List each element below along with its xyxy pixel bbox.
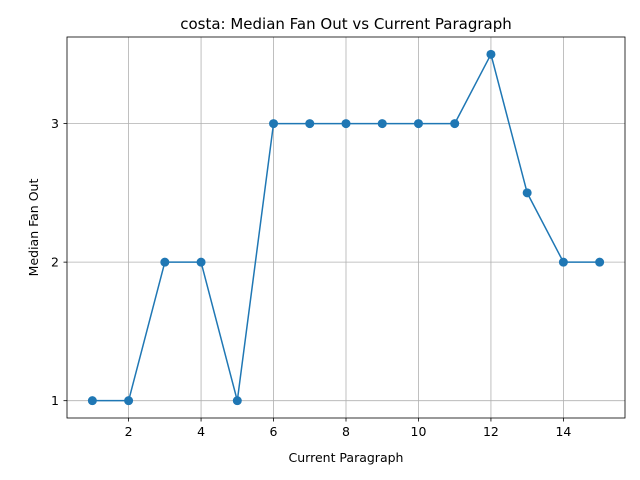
data-point	[377, 119, 387, 129]
data-point	[196, 257, 206, 267]
data-point	[413, 119, 423, 129]
x-tick-label: 10	[411, 424, 427, 439]
x-tick-label: 8	[342, 424, 350, 439]
plot-area	[87, 49, 605, 406]
data-point	[486, 49, 496, 59]
x-tick-label: 2	[125, 424, 133, 439]
data-point	[305, 119, 315, 129]
chart-title: costa: Median Fan Out vs Current Paragra…	[180, 15, 512, 33]
y-tick-label: 3	[51, 116, 59, 131]
x-tick-label: 6	[270, 424, 278, 439]
x-tick-label: 14	[555, 424, 571, 439]
y-tick-label: 1	[51, 393, 59, 408]
data-point	[522, 188, 532, 198]
data-point	[450, 119, 460, 129]
x-tick-label: 12	[483, 424, 499, 439]
data-point	[124, 396, 134, 406]
x-tick-label: 4	[197, 424, 205, 439]
data-point	[232, 396, 242, 406]
data-point	[341, 119, 351, 129]
data-point	[595, 257, 605, 267]
data-point	[160, 257, 170, 267]
grid	[67, 37, 625, 418]
data-point	[87, 396, 97, 406]
data-point	[558, 257, 568, 267]
data-point	[269, 119, 279, 129]
axes-frame	[66, 36, 626, 419]
x-axis-label: Current Paragraph	[289, 450, 404, 465]
y-axis-label: Median Fan Out	[26, 179, 41, 277]
y-tick-label: 2	[51, 255, 59, 270]
